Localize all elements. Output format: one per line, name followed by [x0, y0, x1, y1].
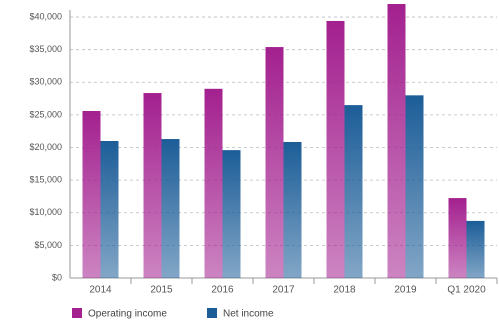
x-tick-label: 2016 — [211, 285, 234, 296]
bar — [222, 150, 241, 278]
bar — [265, 47, 284, 278]
bar — [100, 141, 119, 278]
bar — [283, 141, 302, 278]
x-tick-label: 2017 — [272, 285, 295, 296]
y-tick-label: $0 — [52, 272, 62, 282]
bar — [405, 95, 424, 278]
y-tick-label: $25,000 — [29, 109, 62, 119]
bar — [448, 198, 467, 278]
y-tick-label: $5,000 — [34, 240, 62, 250]
legend-swatch — [72, 308, 82, 318]
x-tick-label: 2015 — [150, 285, 173, 296]
bar — [387, 4, 406, 278]
legend-label: Net income — [223, 309, 274, 320]
bar — [82, 110, 101, 278]
y-tick-label: $30,000 — [29, 77, 62, 87]
x-tick-label: 2014 — [89, 285, 112, 296]
bar — [204, 88, 223, 278]
legend-label: Operating income — [88, 309, 167, 320]
bar — [326, 20, 345, 278]
x-tick-label: 2019 — [394, 285, 417, 296]
legend-swatch — [207, 308, 217, 318]
y-tick-label: $40,000 — [29, 11, 62, 21]
y-tick-label: $15,000 — [29, 175, 62, 185]
bar — [466, 220, 485, 278]
y-tick-label: $20,000 — [29, 142, 62, 152]
bar — [161, 139, 180, 278]
x-tick-label: 2018 — [333, 285, 356, 296]
bar — [143, 93, 162, 278]
x-tick-label: Q1 2020 — [447, 285, 486, 296]
y-tick-label: $10,000 — [29, 207, 62, 217]
bar — [344, 105, 363, 278]
y-tick-label: $35,000 — [29, 44, 62, 54]
